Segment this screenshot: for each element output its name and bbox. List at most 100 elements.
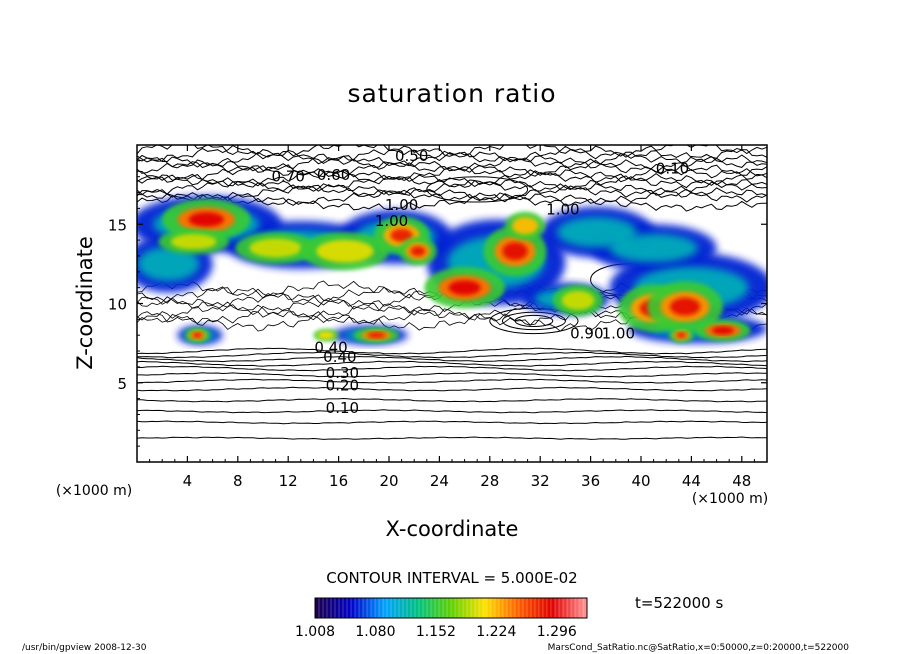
colorbar-swatch <box>423 598 427 618</box>
colorbar-swatch <box>347 598 351 618</box>
high-region-peak <box>448 280 480 294</box>
high-region-peak <box>502 242 527 260</box>
colorbar-swatch <box>319 598 323 618</box>
contour-label: 0.70 <box>271 167 304 185</box>
colorbar-swatch <box>431 598 435 618</box>
colorbar-swatch <box>519 598 523 618</box>
colorbar-swatch <box>507 598 511 618</box>
contour-label: 0.30 <box>326 364 359 382</box>
high-region-core <box>512 217 538 234</box>
colorbar-swatch <box>335 598 339 618</box>
colorbar-swatch <box>563 598 567 618</box>
colorbar-swatch <box>455 598 459 618</box>
contour-label: 0.40 <box>314 339 347 357</box>
colorbar-swatch <box>467 598 471 618</box>
colorbar-tick-label: 1.008 <box>295 624 335 640</box>
colorbar-swatch <box>575 598 579 618</box>
colorbar-swatch <box>435 598 439 618</box>
y-tick-label: 10 <box>108 296 127 314</box>
x-tick-label: 36 <box>581 472 600 490</box>
x-tick-label: 48 <box>732 472 751 490</box>
high-region-core <box>171 234 217 249</box>
colorbar-swatch <box>371 598 375 618</box>
colorbar-swatch <box>535 598 539 618</box>
x-tick-label: 4 <box>183 472 193 490</box>
colorbar <box>315 598 587 618</box>
colorbar-swatch <box>359 598 363 618</box>
colorbar-swatch <box>379 598 383 618</box>
footer-left: /usr/bin/gpview 2008-12-30 <box>22 643 147 653</box>
colorbar-swatch <box>383 598 387 618</box>
footer-right: MarsCond_SatRatio.nc@SatRatio,x=0:50000,… <box>548 643 850 653</box>
high-region-peak <box>192 332 202 338</box>
colorbar-swatch <box>363 598 367 618</box>
y-axis-label: Z-coordinate <box>73 236 97 370</box>
contour-label: 0.60 <box>317 166 350 184</box>
colorbar-swatch <box>395 598 399 618</box>
colorbar-swatch <box>451 598 455 618</box>
colorbar-swatch <box>447 598 451 618</box>
colorbar-swatch <box>443 598 447 618</box>
colorbar-swatch <box>503 598 507 618</box>
colorbar-swatch <box>367 598 371 618</box>
colorbar-swatch <box>523 598 527 618</box>
colorbar-swatch <box>475 598 479 618</box>
high-region-peak <box>367 332 385 338</box>
colorbar-swatch <box>515 598 519 618</box>
contour-label: 1.00 <box>546 201 579 219</box>
colorbar-swatch <box>351 598 355 618</box>
chart-title: saturation ratio <box>347 79 556 108</box>
x-tick-label: 12 <box>279 472 298 490</box>
x-tick-label: 32 <box>531 472 550 490</box>
colorbar-swatch <box>419 598 423 618</box>
colorbar-swatch <box>411 598 415 618</box>
colorbar-swatch <box>407 598 411 618</box>
colorbar-swatch <box>511 598 515 618</box>
colorbar-swatch <box>495 598 499 618</box>
colorbar-tick-label: 1.080 <box>355 624 395 640</box>
colorbar-swatch <box>559 598 563 618</box>
high-region-peak <box>676 332 686 338</box>
colorbar-swatch <box>375 598 379 618</box>
x-tick-label: 8 <box>233 472 243 490</box>
colorbar-tick-labels: 1.008 1.080 1.152 1.224 1.296 <box>295 624 577 640</box>
colorbar-swatch <box>399 598 403 618</box>
colorbar-swatch <box>387 598 391 618</box>
contour-label: 1.00 <box>602 324 635 342</box>
colorbar-swatch <box>539 598 543 618</box>
colorbar-swatch <box>567 598 571 618</box>
high-region-peak <box>189 212 224 226</box>
time-label: t=522000 s <box>635 594 723 612</box>
colorbar-swatch <box>459 598 463 618</box>
x-tick-label: 24 <box>430 472 449 490</box>
contour-label: 0.10 <box>326 399 359 417</box>
colorbar-swatch <box>499 598 503 618</box>
x-tick-label: 28 <box>480 472 499 490</box>
colorbar-swatch <box>343 598 347 618</box>
x-tick-label: 40 <box>631 472 650 490</box>
colorbar-swatch <box>315 598 319 618</box>
high-region-core <box>562 291 595 310</box>
colorbar-swatch <box>579 598 583 618</box>
colorbar-swatch <box>415 598 419 618</box>
colorbar-swatch <box>463 598 467 618</box>
colorbar-swatch <box>483 598 487 618</box>
high-region-core <box>249 239 301 258</box>
colorbar-swatch <box>471 598 475 618</box>
colorbar-swatch <box>403 598 407 618</box>
colorbar-tick-label: 1.224 <box>476 624 516 640</box>
x-tick-label: 16 <box>329 472 348 490</box>
x-axis-unit: (×1000 m) <box>692 491 768 507</box>
colorbar-swatch <box>547 598 551 618</box>
colorbar-swatch <box>339 598 343 618</box>
colorbar-swatch <box>331 598 335 618</box>
colorbar-swatch <box>531 598 535 618</box>
colorbar-swatch <box>391 598 395 618</box>
x-tick-label: 20 <box>379 472 398 490</box>
high-region-peak <box>712 327 734 335</box>
colorbar-swatch <box>527 598 531 618</box>
high-region-core <box>316 240 373 263</box>
colorbar-swatch <box>491 598 495 618</box>
y-tick-label: 5 <box>117 375 127 393</box>
y-tick-label: 15 <box>108 216 127 234</box>
